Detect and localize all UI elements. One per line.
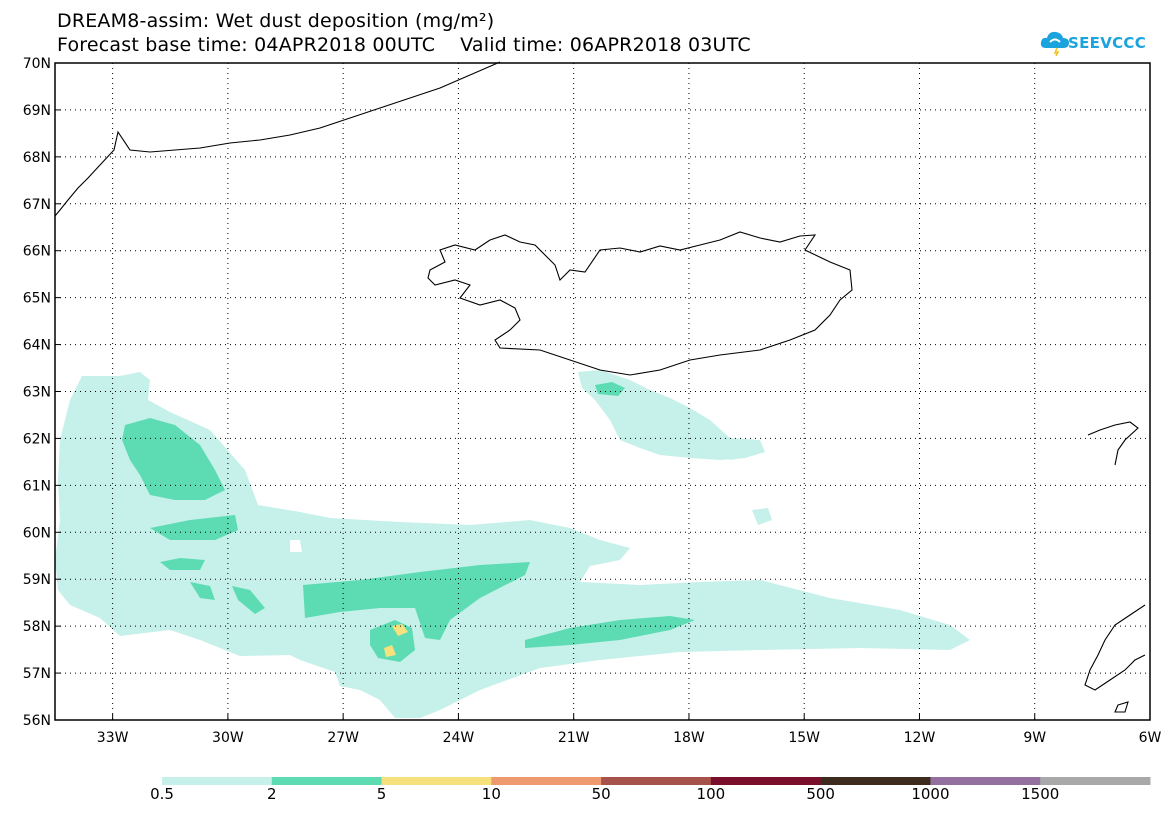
cloud-icon	[1040, 31, 1069, 57]
lat-label: 67N	[23, 197, 51, 213]
lon-label: 12W	[904, 730, 936, 746]
lon-label: 33W	[97, 730, 129, 746]
legend-label: 1500	[1021, 785, 1060, 803]
legend-swatch	[601, 777, 712, 785]
lat-label: 64N	[23, 338, 51, 354]
lat-label: 68N	[23, 150, 51, 166]
color-legend	[162, 772, 1152, 791]
legend-swatch	[491, 777, 602, 785]
legend-swatch	[1040, 777, 1151, 785]
lat-label: 65N	[23, 291, 51, 307]
legend-label: 100	[696, 785, 726, 803]
lat-label: 57N	[23, 666, 51, 682]
lat-label: 61N	[23, 478, 51, 494]
seevccc-logo: SEEVCCC	[1040, 28, 1155, 60]
lat-label: 70N	[23, 56, 51, 72]
map-title: DREAM8-assim: Wet dust deposition (mg/m²…	[57, 10, 495, 32]
legend-label: 50	[591, 785, 611, 803]
lon-label: 15W	[788, 730, 820, 746]
lat-label: 69N	[23, 103, 51, 119]
longitude-labels: 33W 30W 27W 24W 21W 18W 15W 12W 9W 6W	[97, 714, 1162, 746]
legend-swatch	[820, 777, 931, 785]
lat-label: 62N	[23, 431, 51, 447]
legend-swatch	[271, 777, 383, 785]
deposition-field-high	[384, 624, 408, 657]
deposition-field-medium	[122, 382, 695, 662]
legend-label: 500	[806, 785, 835, 803]
legend-swatch	[381, 777, 492, 785]
lat-label: 66N	[23, 244, 51, 260]
lon-label: 9W	[1023, 730, 1046, 746]
lat-label: 59N	[23, 572, 51, 588]
lat-label: 56N	[23, 713, 51, 729]
legend-swatch	[162, 777, 273, 785]
lon-label: 30W	[212, 730, 244, 746]
legend-colorbar	[162, 777, 1151, 785]
lon-label: 18W	[673, 730, 705, 746]
lat-label: 63N	[23, 385, 51, 401]
logo-text: SEEVCCC	[1068, 34, 1147, 52]
lon-label: 21W	[558, 730, 590, 746]
legend-label: 1000	[911, 785, 950, 803]
coastlines	[54, 61, 1146, 713]
legend-label: 0.5	[150, 785, 174, 803]
lon-label: 6W	[1139, 730, 1162, 746]
lon-label: 27W	[327, 730, 359, 746]
latitude-labels: 70N 69N 68N 67N 66N 65N 64N 63N 62N 61N 60N 59N 58N 5…	[23, 56, 61, 729]
lon-label: 24W	[443, 730, 475, 746]
lat-label: 60N	[23, 525, 51, 541]
legend-swatch	[930, 777, 1041, 785]
legend-label: 5	[376, 785, 387, 803]
map-subtitle-times: Forecast base time: 04APR2018 00UTC Vali…	[57, 34, 751, 56]
legend-swatch	[710, 777, 822, 785]
lat-label: 58N	[23, 619, 51, 635]
legend-label: 2	[266, 785, 277, 803]
legend-label: 10	[481, 785, 501, 803]
deposition-field-low	[55, 370, 970, 718]
